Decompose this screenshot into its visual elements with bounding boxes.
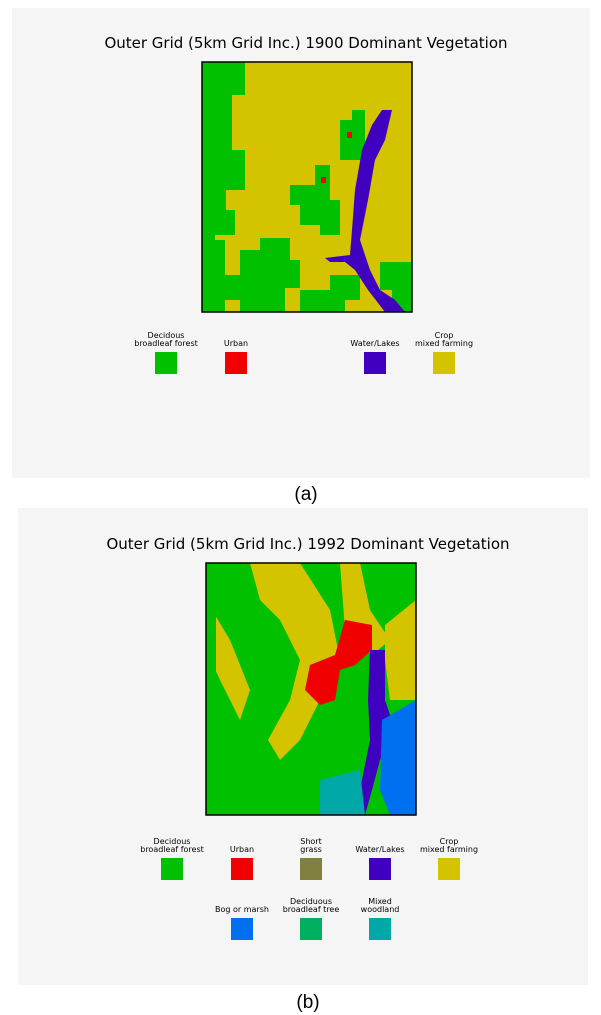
- legend-swatch: [231, 858, 253, 880]
- legend-label: Urban: [224, 339, 248, 348]
- legend-swatch: [161, 858, 183, 880]
- map: [206, 563, 416, 815]
- legend-label: mixed farming: [415, 339, 473, 348]
- legend-label: woodland: [361, 905, 400, 914]
- legend-label: Water/Lakes: [350, 339, 399, 348]
- page: {"panels": [ {"title": "Outer Grid (5km …: [0, 0, 601, 1015]
- legend-label: Water/Lakes: [355, 845, 404, 854]
- map: [202, 62, 412, 312]
- legend-swatch: [369, 918, 391, 940]
- legend-label: mixed farming: [420, 845, 478, 854]
- legend-swatch: [225, 352, 247, 374]
- legend-label: Bog or marsh: [215, 905, 269, 914]
- panel-title: Outer Grid (5km Grid Inc.) 1900 Dominant…: [104, 34, 507, 52]
- legend-label: broadleaf forest: [134, 339, 198, 348]
- legend-swatch: [369, 858, 391, 880]
- legend-label: Urban: [230, 845, 254, 854]
- panel-title: Outer Grid (5km Grid Inc.) 1992 Dominant…: [106, 535, 509, 553]
- caption: (b): [296, 992, 319, 1013]
- legend-swatch: [300, 918, 322, 940]
- legend-swatch: [231, 918, 253, 940]
- legend-label: broadleaf forest: [140, 845, 204, 854]
- figure: Outer Grid (5km Grid Inc.) 1900 Dominant…: [0, 0, 601, 1015]
- legend-swatch: [433, 352, 455, 374]
- legend-label: grass: [300, 845, 322, 854]
- legend-swatch: [155, 352, 177, 374]
- legend-swatch: [300, 858, 322, 880]
- legend-swatch: [364, 352, 386, 374]
- legend-label: broadleaf tree: [283, 905, 340, 914]
- legend-swatch: [438, 858, 460, 880]
- caption: (a): [294, 484, 317, 505]
